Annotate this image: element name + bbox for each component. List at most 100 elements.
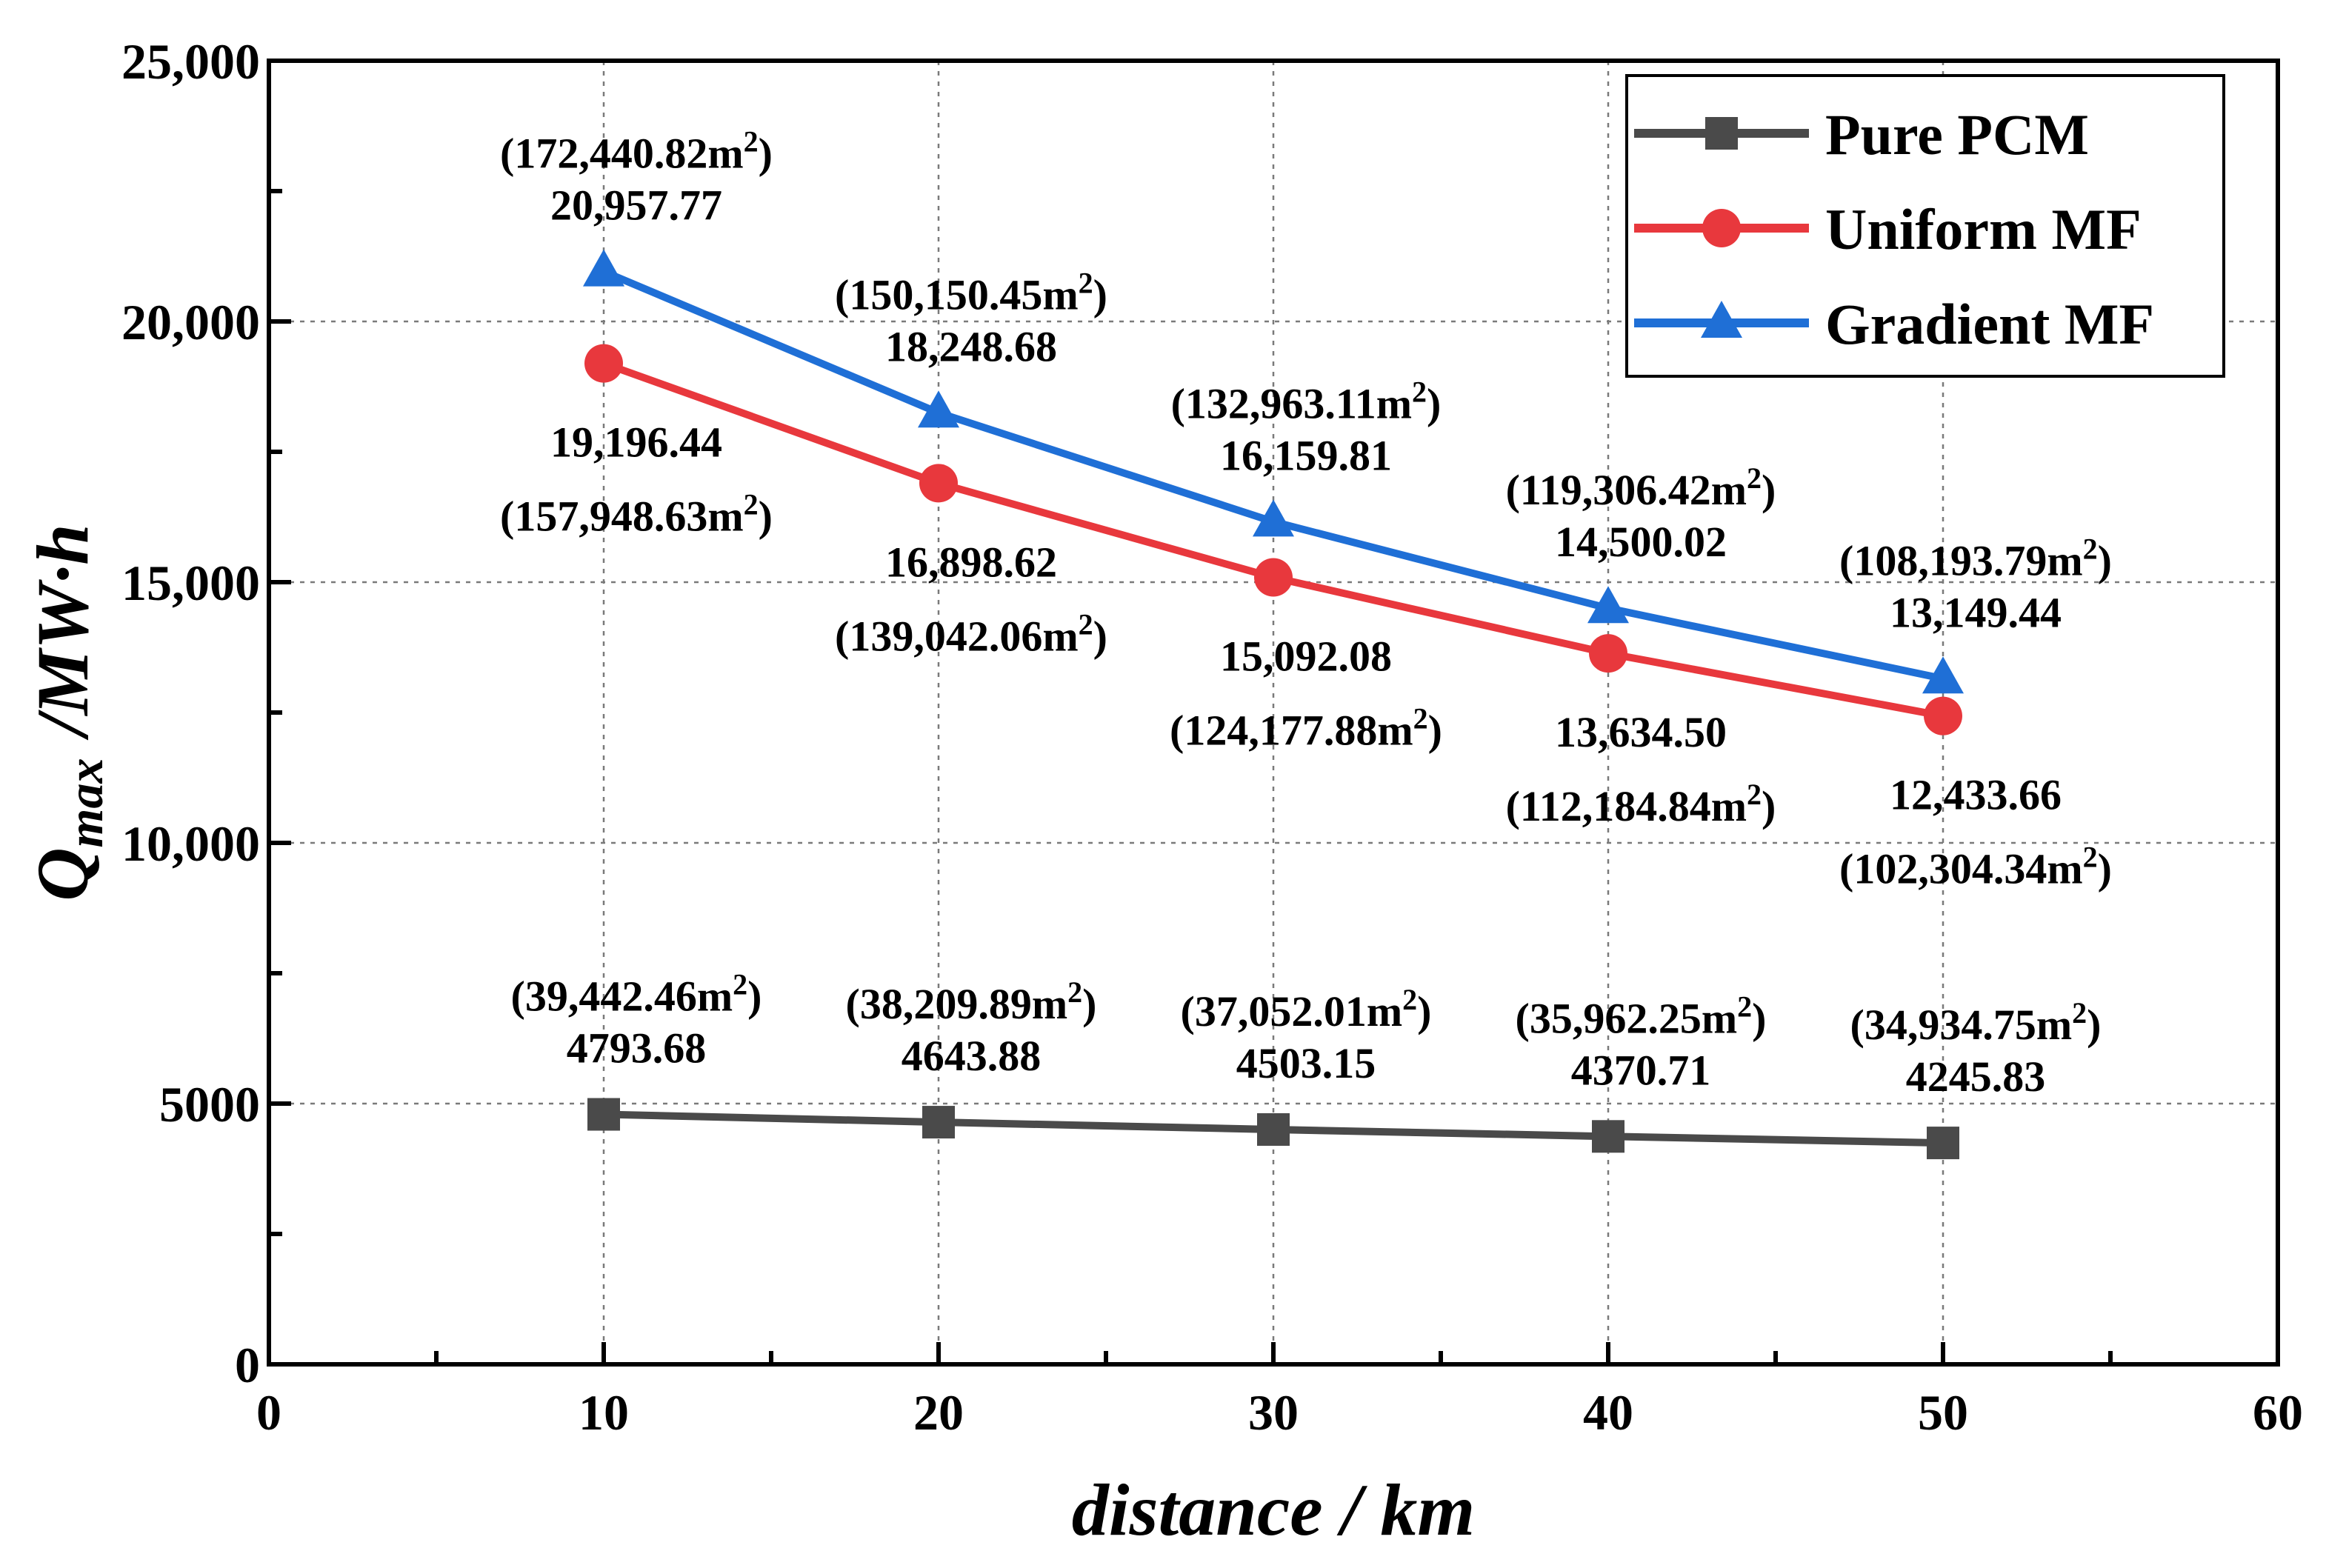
y-tick-label: 20,000: [121, 294, 260, 350]
area-close: ): [759, 493, 773, 541]
data-label-area: (139,042.06m2): [835, 607, 1107, 660]
annotations: 4793.68(39,442.46m2)4643.88(38,209.89m2)…: [500, 125, 2112, 1101]
data-label-area: (157,948.63m2): [500, 488, 773, 541]
y-axis-title-unit: /MW·h: [21, 524, 104, 741]
data-label-area: (172,440.82m2): [500, 125, 773, 178]
data-label-area: (124,177.88m2): [1170, 702, 1442, 755]
x-axis-title: distance / km: [1072, 1469, 1475, 1551]
data-label-value: 4503.15: [1236, 1039, 1376, 1087]
data-label-area: (39,442.46m2): [511, 968, 762, 1021]
x-tick-label: 0: [256, 1384, 281, 1441]
data-label-area: (150,150.45m2): [835, 266, 1107, 318]
data-label-area: (37,052.01m2): [1181, 983, 1432, 1035]
data-label-area: (34,934.75m2): [1850, 996, 2102, 1049]
marker-square: [587, 1098, 620, 1131]
data-label-area: (35,962.25m2): [1516, 990, 1767, 1042]
marker-triangle: [918, 390, 959, 428]
x-tick-label: 10: [579, 1384, 629, 1441]
axis-titles: distance / km Qmax/MW·h: [21, 524, 1475, 1551]
area-unit-sup: 2: [733, 968, 747, 1001]
area-value: (112,184.84m: [1506, 782, 1747, 830]
data-label-value: 4245.83: [1906, 1052, 2046, 1101]
y-tick-label: 10,000: [121, 815, 260, 872]
area-value: (35,962.25m: [1516, 994, 1738, 1042]
y-tick-label: 25,000: [121, 33, 260, 90]
area-value: (34,934.75m: [1850, 1001, 2073, 1049]
marker-circle: [1254, 558, 1293, 597]
area-unit-sup: 2: [2083, 841, 2098, 874]
marker-triangle: [1587, 586, 1629, 624]
area-close: ): [2087, 1001, 2101, 1049]
area-value: (39,442.46m: [511, 973, 733, 1021]
marker-circle: [584, 344, 623, 383]
axes: 0 10 20 30 40 50 60 0 5000 10,000 15,000 20,000 25,0…: [121, 33, 2303, 1441]
area-close: ): [1093, 612, 1107, 660]
marker-circle: [1589, 634, 1627, 673]
data-label-value: 18,248.68: [885, 322, 1057, 370]
marker-triangle: [1701, 301, 1742, 338]
area-unit-sup: 2: [1737, 990, 1752, 1023]
area-value: (102,304.34m: [1839, 845, 2083, 893]
area-close: ): [747, 973, 762, 1021]
x-tick-label: 50: [1918, 1384, 1968, 1441]
data-label-value: 16,898.62: [885, 538, 1057, 586]
area-value: (37,052.01m: [1181, 987, 1403, 1035]
area-unit-sup: 2: [1079, 266, 1093, 299]
y-axis-title-main: Q: [21, 847, 104, 901]
area-value: (119,306.42m: [1506, 466, 1747, 514]
data-label-value: 4643.88: [902, 1032, 1042, 1080]
area-unit-sup: 2: [1079, 607, 1093, 641]
area-value: (172,440.82m: [500, 130, 744, 178]
data-label-area: (119,306.42m2): [1506, 461, 1776, 514]
area-unit-sup: 2: [744, 125, 759, 159]
x-tick-label: 20: [913, 1384, 964, 1441]
data-label-area: (112,184.84m2): [1506, 778, 1776, 830]
marker-square: [1257, 1112, 1290, 1146]
area-close: ): [1762, 782, 1776, 830]
area-close: ): [1752, 994, 1766, 1042]
area-value: (157,948.63m: [500, 493, 744, 541]
area-close: ): [1427, 379, 1441, 427]
legend-label: Uniform MF: [1825, 197, 2142, 261]
data-label-area: (108,193.79m2): [1839, 532, 2112, 584]
y-tick-label: 15,000: [121, 555, 260, 611]
marker-triangle: [583, 249, 624, 287]
data-label-value: 16,159.81: [1220, 431, 1392, 479]
marker-circle: [1702, 209, 1741, 247]
data-label-value: 19,196.44: [550, 418, 722, 467]
data-label-value: 13,634.50: [1555, 708, 1727, 756]
area-value: (124,177.88m: [1170, 707, 1413, 755]
area-unit-sup: 2: [1413, 702, 1428, 735]
legend-label: Gradient MF: [1825, 292, 2154, 356]
marker-square: [1592, 1120, 1624, 1153]
data-label-value: 13,149.44: [1890, 588, 2062, 636]
legend-label: Pure PCM: [1825, 102, 2089, 167]
data-label-value: 14,500.02: [1555, 518, 1727, 566]
area-close: ): [1093, 270, 1107, 318]
area-close: ): [1428, 707, 1442, 755]
area-close: ): [1417, 987, 1431, 1035]
area-unit-sup: 2: [1747, 461, 1762, 495]
area-unit-sup: 2: [2083, 532, 2098, 565]
x-tick-label: 30: [1248, 1384, 1299, 1441]
area-close: ): [1762, 466, 1776, 514]
area-unit-sup: 2: [2072, 996, 2087, 1030]
legend: Pure PCM Uniform MF Gradient MF: [1625, 74, 2225, 378]
area-close: ): [2098, 845, 2112, 893]
y-axis-title-sub: max: [57, 758, 113, 848]
marker-circle: [1924, 696, 1962, 735]
y-axis-title: Qmax/MW·h: [21, 524, 113, 901]
marker-circle: [919, 464, 958, 503]
area-value: (150,150.45m: [835, 270, 1079, 318]
marker-square: [1705, 117, 1738, 150]
area-unit-sup: 2: [1067, 975, 1082, 1009]
marker-square: [1927, 1127, 1959, 1160]
x-tick-label: 40: [1583, 1384, 1633, 1441]
area-unit-sup: 2: [1747, 778, 1762, 811]
area-close: ): [1082, 980, 1096, 1028]
area-value: (38,209.89m: [846, 980, 1068, 1028]
area-unit-sup: 2: [1402, 983, 1417, 1016]
x-tick-label: 60: [2253, 1384, 2303, 1441]
area-value: (132,963.11m: [1171, 379, 1412, 427]
